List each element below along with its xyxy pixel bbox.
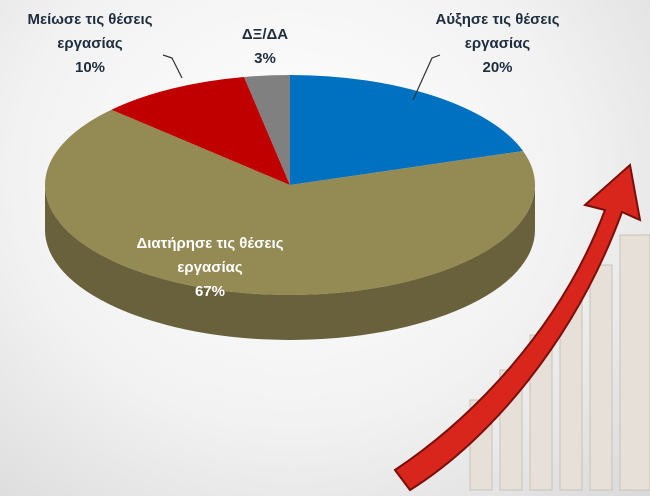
value-label: 20% [405,56,590,80]
value-label: 67% [120,280,300,304]
chart: Αύξησε τις θέσεις εργασίας20% Διατήρησε τ… [0,0,650,496]
category-label: Αύξησε τις θέσεις εργασίας [405,8,590,56]
category-label: Διατήρησε τις θέσεις εργασίας [120,232,300,280]
category-label: ΔΞ/ΔΑ [215,23,315,47]
category-label: Μείωσε τις θέσεις εργασίας [5,8,175,56]
value-label: 10% [5,56,175,80]
deco-bar [620,235,650,490]
value-label: 3% [215,47,315,71]
deco-bar [590,265,612,490]
